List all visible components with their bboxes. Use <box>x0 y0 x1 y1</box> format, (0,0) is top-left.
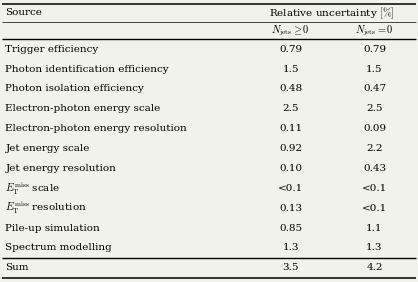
Text: Jet energy resolution: Jet energy resolution <box>5 164 116 173</box>
Text: 0.85: 0.85 <box>279 224 302 233</box>
Text: 2.2: 2.2 <box>366 144 383 153</box>
Text: 1.3: 1.3 <box>366 243 383 252</box>
Text: Jet energy scale: Jet energy scale <box>5 144 90 153</box>
Text: 1.1: 1.1 <box>366 224 383 233</box>
Text: 1.3: 1.3 <box>283 243 299 252</box>
Text: 0.92: 0.92 <box>279 144 302 153</box>
Text: 3.5: 3.5 <box>283 263 299 272</box>
Text: 0.13: 0.13 <box>279 204 302 213</box>
Text: Electron-photon energy scale: Electron-photon energy scale <box>5 104 161 113</box>
Text: Spectrum modelling: Spectrum modelling <box>5 243 112 252</box>
Text: 4.2: 4.2 <box>366 263 383 272</box>
Text: 0.11: 0.11 <box>279 124 302 133</box>
Text: <0.1: <0.1 <box>362 184 387 193</box>
Text: $N_{\mathrm{jets}} = 0$: $N_{\mathrm{jets}} = 0$ <box>355 23 394 38</box>
Text: 2.5: 2.5 <box>283 104 299 113</box>
Text: Photon identification efficiency: Photon identification efficiency <box>5 65 169 74</box>
Text: 0.47: 0.47 <box>363 84 386 93</box>
Text: $N_{\mathrm{jets}} \geq 0$: $N_{\mathrm{jets}} \geq 0$ <box>271 23 310 38</box>
Text: 0.79: 0.79 <box>279 45 302 54</box>
Text: 1.5: 1.5 <box>366 65 383 74</box>
Text: Photon isolation efficiency: Photon isolation efficiency <box>5 84 144 93</box>
Text: Source: Source <box>5 8 42 17</box>
Text: 2.5: 2.5 <box>366 104 383 113</box>
Text: Sum: Sum <box>5 263 29 272</box>
Text: 0.43: 0.43 <box>363 164 386 173</box>
Text: 0.10: 0.10 <box>279 164 302 173</box>
Text: <0.1: <0.1 <box>362 204 387 213</box>
Text: Relative uncertainty $[\%]$: Relative uncertainty $[\%]$ <box>270 5 395 21</box>
Text: 0.09: 0.09 <box>363 124 386 133</box>
Text: 1.5: 1.5 <box>283 65 299 74</box>
Text: Trigger efficiency: Trigger efficiency <box>5 45 99 54</box>
Text: <0.1: <0.1 <box>278 184 303 193</box>
Text: $E_{\mathrm{T}}^{\mathrm{miss}}$ scale: $E_{\mathrm{T}}^{\mathrm{miss}}$ scale <box>5 180 61 197</box>
Text: 0.79: 0.79 <box>363 45 386 54</box>
Text: 0.48: 0.48 <box>279 84 302 93</box>
Text: $E_{\mathrm{T}}^{\mathrm{miss}}$ resolution: $E_{\mathrm{T}}^{\mathrm{miss}}$ resolut… <box>5 200 87 217</box>
Text: Electron-photon energy resolution: Electron-photon energy resolution <box>5 124 187 133</box>
Text: Pile-up simulation: Pile-up simulation <box>5 224 100 233</box>
